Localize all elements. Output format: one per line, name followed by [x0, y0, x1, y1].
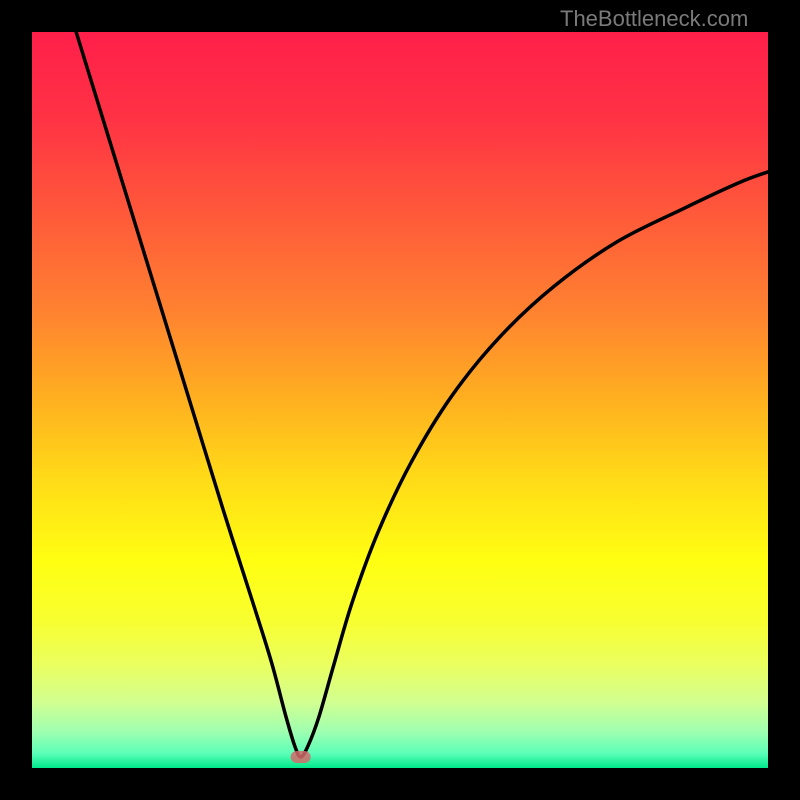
chart-container: TheBottleneck.com — [0, 0, 800, 800]
watermark-text: TheBottleneck.com — [560, 6, 748, 32]
plot-area — [32, 32, 768, 768]
gradient-background — [32, 32, 768, 768]
minimum-marker — [291, 751, 311, 763]
